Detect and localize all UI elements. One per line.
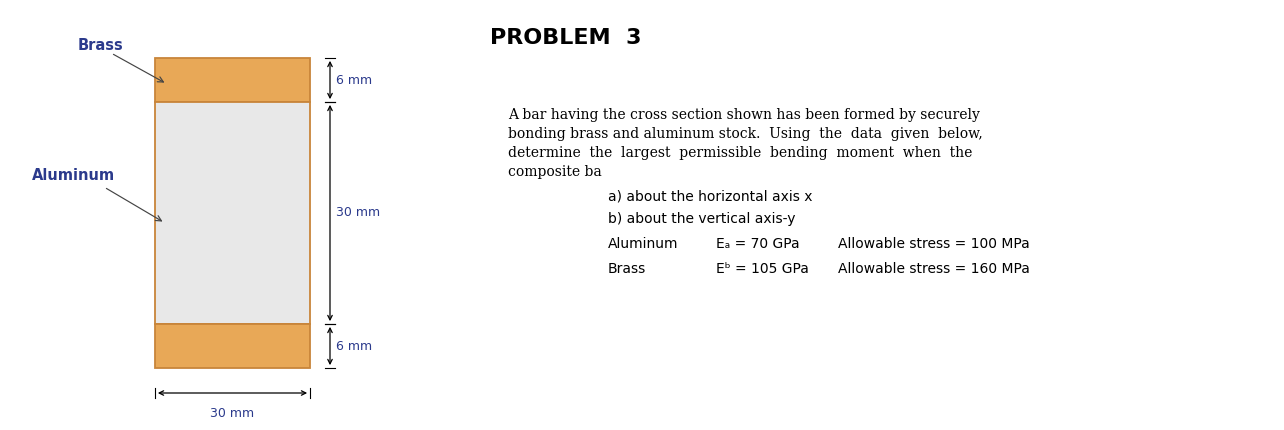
Bar — [155, 102, 309, 324]
Text: Eᵇ = 105 GPa: Eᵇ = 105 GPa — [716, 262, 809, 276]
Text: Brass: Brass — [609, 262, 646, 276]
Text: Brass: Brass — [78, 37, 123, 52]
Text: Eₐ = 70 GPa: Eₐ = 70 GPa — [716, 237, 800, 251]
Text: Allowable stress = 160 MPa: Allowable stress = 160 MPa — [838, 262, 1030, 276]
Text: bonding brass and aluminum stock.  Using  the  data  given  below,: bonding brass and aluminum stock. Using … — [508, 127, 982, 141]
Text: 30 mm: 30 mm — [336, 206, 380, 219]
Text: Aluminum: Aluminum — [32, 168, 116, 182]
Text: determine  the  largest  permissible  bending  moment  when  the: determine the largest permissible bendin… — [508, 146, 972, 160]
Text: b) about the vertical axis-y: b) about the vertical axis-y — [609, 212, 796, 226]
Text: 6 mm: 6 mm — [336, 340, 372, 353]
Text: Aluminum: Aluminum — [609, 237, 678, 251]
Bar — [155, 324, 309, 368]
Text: A bar having the cross section shown has been formed by securely: A bar having the cross section shown has… — [508, 108, 980, 122]
Text: composite ba: composite ba — [508, 165, 602, 179]
Text: Allowable stress = 100 MPa: Allowable stress = 100 MPa — [838, 237, 1030, 251]
Text: a) about the horizontal axis x: a) about the horizontal axis x — [609, 189, 813, 203]
Text: 6 mm: 6 mm — [336, 74, 372, 86]
Bar — [155, 58, 309, 102]
Text: 30 mm: 30 mm — [211, 407, 254, 420]
Text: PROBLEM  3: PROBLEM 3 — [490, 28, 642, 48]
